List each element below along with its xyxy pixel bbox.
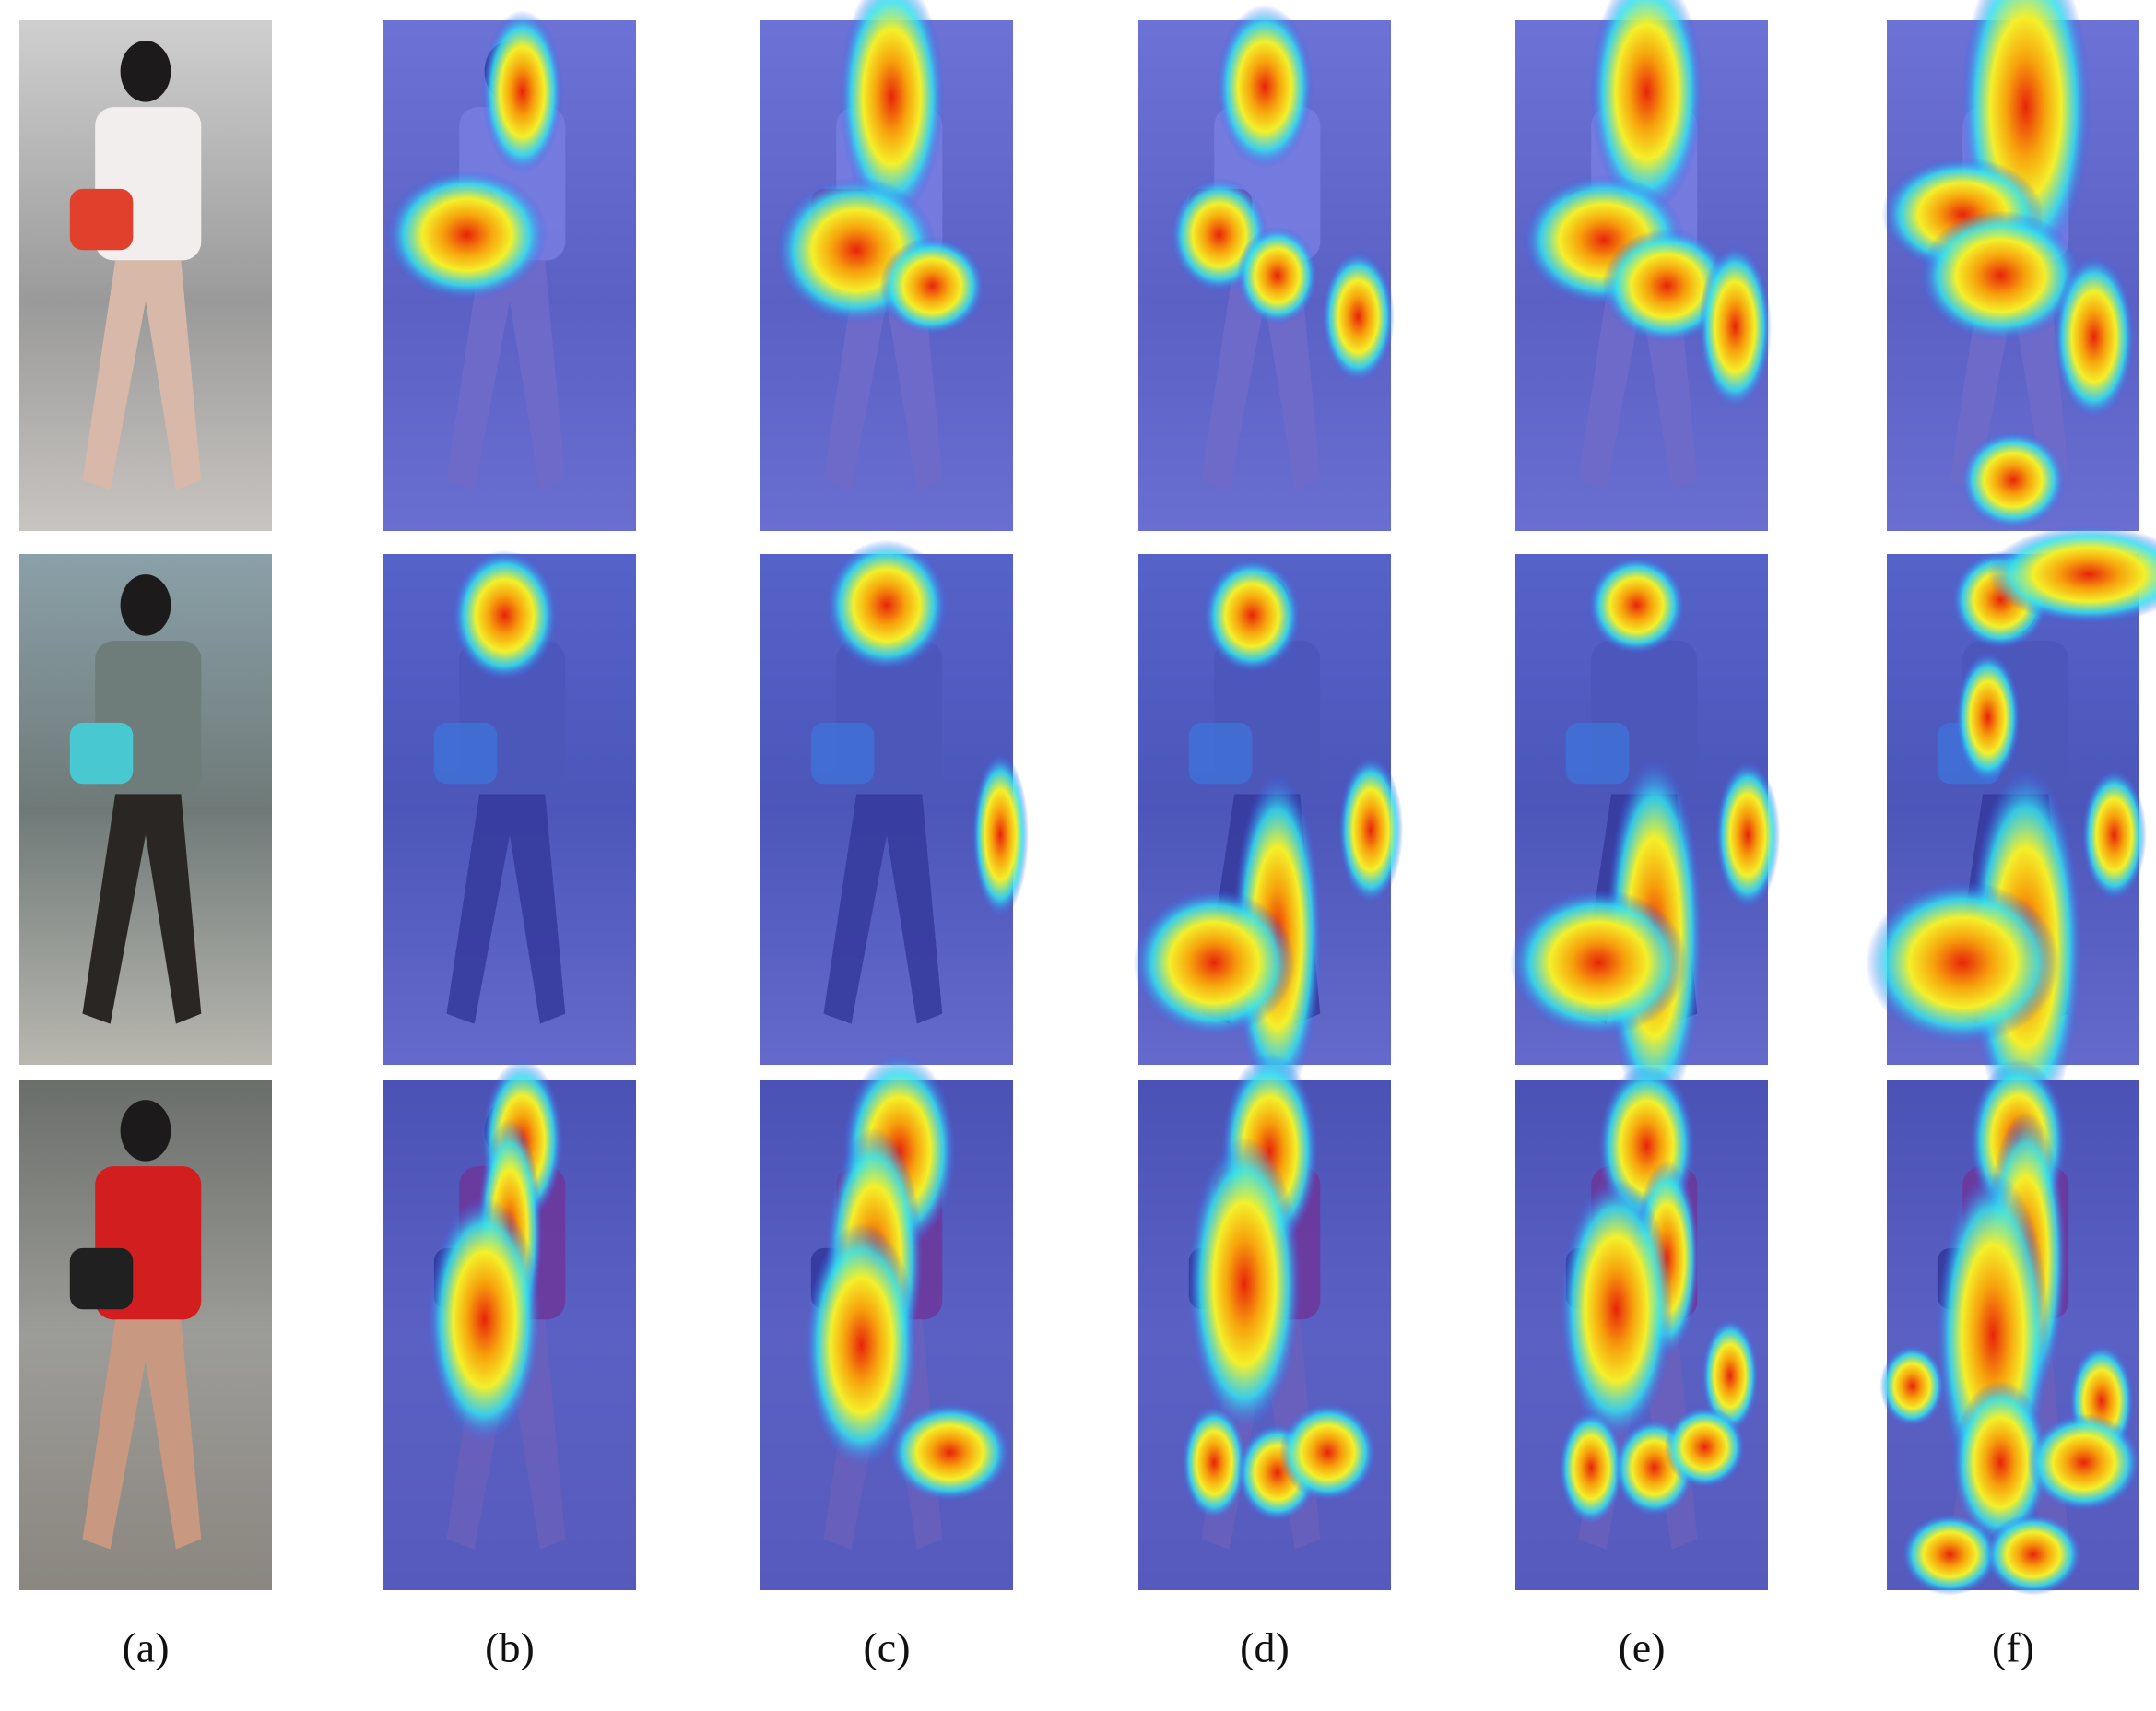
column-label: (a)	[122, 1624, 169, 1671]
heatmap-image	[760, 0, 1013, 531]
attention-blob	[1133, 889, 1295, 1036]
attention-blob	[826, 539, 948, 671]
attention-blob	[1187, 1137, 1302, 1432]
heatmap-image	[1138, 1053, 1391, 1590]
attention-blob	[1715, 761, 1781, 909]
heatmap-image	[760, 539, 1029, 1065]
heatmap-image	[1865, 525, 2156, 1127]
attention-blob	[1509, 889, 1688, 1036]
heatmap-image	[383, 549, 636, 1065]
legs	[82, 794, 202, 1024]
head	[120, 1100, 171, 1162]
attention-blob	[1951, 1380, 2049, 1545]
heatmap-image	[383, 9, 636, 531]
attention-blob	[805, 1222, 918, 1469]
attention-blob	[2053, 254, 2135, 419]
head	[120, 41, 171, 102]
attention-blob	[1961, 431, 2066, 529]
attention-blob	[1987, 525, 2156, 624]
attention-blob	[1865, 880, 2060, 1044]
input-image	[19, 1080, 272, 1590]
attention-blob	[2027, 1413, 2141, 1512]
attention-blob	[2081, 769, 2147, 901]
attention-blob	[889, 1403, 1011, 1502]
attention-blob	[1338, 756, 1404, 903]
attention-blob	[1559, 1410, 1624, 1526]
attention-blob	[1203, 558, 1301, 673]
column-label: (f)	[1992, 1624, 2034, 1671]
attention-blob	[1182, 1405, 1247, 1520]
attention-blob	[879, 236, 985, 336]
attention-blob	[1664, 1406, 1746, 1489]
attention-blob	[1919, 210, 2081, 341]
input-image	[19, 554, 272, 1065]
attention-blob	[1955, 652, 2021, 784]
heatmap-image	[760, 1053, 1013, 1590]
column-label: (e)	[1618, 1624, 1665, 1671]
attention-blob	[1216, 5, 1314, 169]
heatmap-image	[1138, 5, 1395, 531]
bag	[69, 722, 134, 785]
bag	[69, 188, 134, 251]
heatmap-image	[1515, 1064, 1768, 1590]
attention-blob	[1985, 1513, 2082, 1596]
heatmap-image	[1879, 1058, 2141, 1596]
column-label: (b)	[485, 1624, 535, 1671]
attention-blob	[481, 9, 563, 174]
attention-blob	[1590, 0, 1703, 215]
heatmap-image	[1509, 554, 1781, 1117]
attention-blob	[1879, 1345, 1945, 1427]
attention-blob	[1698, 244, 1772, 409]
attention-blob	[1236, 226, 1318, 325]
attention-blob	[1278, 1403, 1377, 1502]
head	[120, 574, 171, 636]
attention-blob	[839, 0, 945, 220]
attention-blob	[1321, 251, 1395, 383]
attention-blob	[452, 549, 558, 681]
attention-blob	[972, 753, 1029, 917]
legs	[82, 1319, 202, 1550]
attention-blob	[1587, 556, 1686, 655]
input-image	[19, 20, 272, 531]
heatmap-image	[1133, 554, 1404, 1101]
attention-blob	[385, 169, 548, 301]
bag	[69, 1247, 134, 1310]
column-label: (d)	[1240, 1624, 1290, 1671]
heatmap-image	[1881, 0, 2139, 531]
legs	[82, 260, 202, 490]
attention-blob	[1901, 1513, 1999, 1596]
attention-blob	[1560, 1178, 1673, 1441]
column-label: (c)	[863, 1624, 910, 1671]
heatmap-image	[383, 1058, 636, 1590]
attention-blob	[1702, 1318, 1759, 1434]
heatmap-image	[1515, 0, 1772, 531]
attention-blob	[428, 1197, 541, 1443]
